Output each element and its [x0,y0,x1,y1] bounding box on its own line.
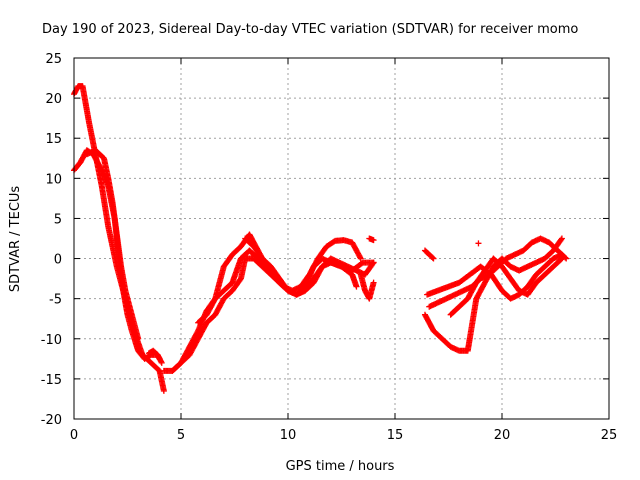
data-point [475,240,482,247]
x-tick-label: 5 [177,428,185,443]
y-tick-label: 25 [45,52,62,67]
data-point [158,359,165,366]
data-point [369,260,376,267]
data-point [557,256,564,263]
y-tick-label: 5 [54,212,62,227]
x-tick-label: 25 [601,428,618,443]
x-axis-label: GPS time / hours [286,459,395,474]
y-tick-label: -5 [49,293,62,308]
data-point [558,236,565,243]
chart-title: Day 190 of 2023, Sidereal Day-to-day VTE… [42,22,578,37]
data-point [430,255,437,262]
x-tick-label: 10 [280,428,297,443]
data-point [135,335,142,342]
x-tick-label: 20 [494,428,511,443]
data-point [429,254,436,261]
data-point [370,237,377,244]
data-point [353,283,360,290]
axis-ticks: 0 5 10 15 20 25 -20 -15 -10 -5 0 5 10 15 20 25 [41,52,618,443]
y-tick-label: -20 [41,413,62,428]
grid [74,58,609,419]
y-tick-label: 0 [54,253,62,268]
data-point [562,254,569,261]
y-tick-label: -10 [41,333,62,348]
data-point [558,235,565,242]
data-point [370,259,377,266]
data-point [160,387,167,394]
data-point [357,254,364,261]
y-tick-label: -15 [41,373,62,388]
y-tick-label: 20 [45,92,62,107]
x-tick-label: 0 [70,428,78,443]
data-point [558,255,565,262]
y-tick-label: 10 [45,172,62,187]
y-axis-label: SDTVAR / TECUs [8,186,23,293]
plot-frame [73,57,610,420]
data-point [370,279,377,286]
scatter-points [71,83,570,394]
y-tick-label: 15 [45,132,62,147]
x-tick-label: 15 [387,428,404,443]
data-point [357,255,364,262]
data-point [156,355,163,362]
